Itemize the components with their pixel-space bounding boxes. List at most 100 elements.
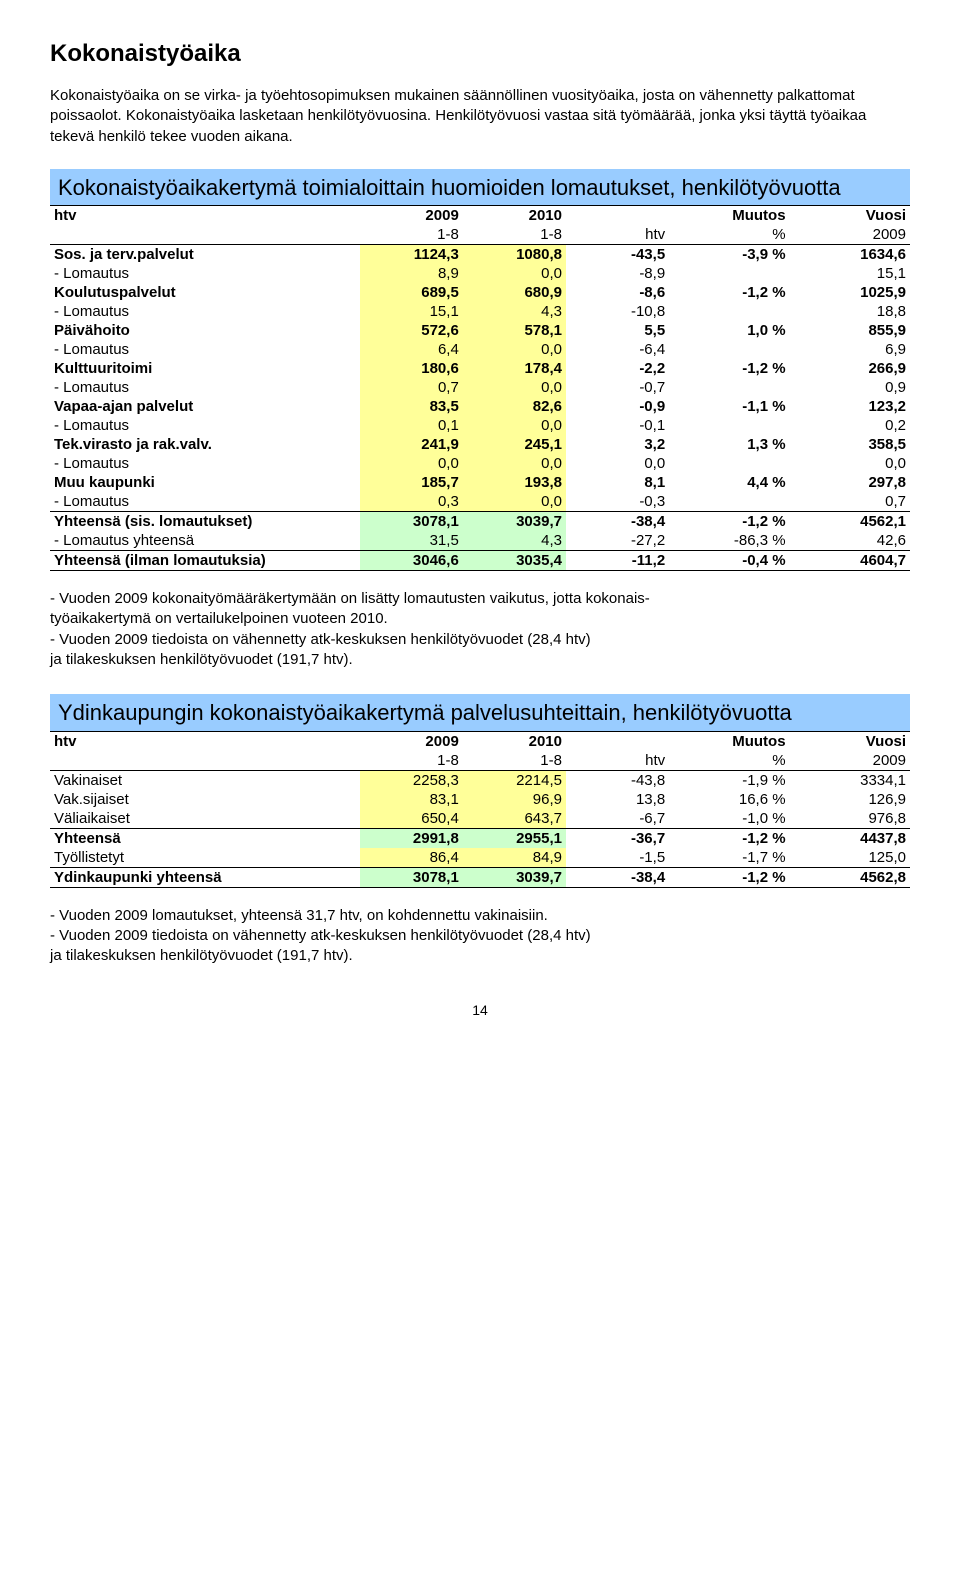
- cell: [669, 302, 789, 321]
- hdr-cell: [50, 751, 360, 771]
- cell: 976,8: [790, 809, 910, 829]
- cell: 3,2: [566, 435, 669, 454]
- cell: 680,9: [463, 283, 566, 302]
- cell: [669, 340, 789, 359]
- cell: Vak.sijaiset: [50, 790, 360, 809]
- cell: 8,9: [360, 264, 463, 283]
- cell: - Lomautus: [50, 340, 360, 359]
- cell: Kulttuuritoimi: [50, 359, 360, 378]
- table-row: - Lomautus15,14,3-10,818,8: [50, 302, 910, 321]
- cell: 6,9: [790, 340, 910, 359]
- table-row: - Lomautus6,40,0-6,46,9: [50, 340, 910, 359]
- cell: Väliaikaiset: [50, 809, 360, 829]
- cell: -1,2 %: [669, 283, 789, 302]
- cell: 3078,1: [360, 512, 463, 532]
- cell: 126,9: [790, 790, 910, 809]
- cell: 8,1: [566, 473, 669, 492]
- hdr-cell: 2010: [463, 731, 566, 751]
- cell: Koulutuspalvelut: [50, 283, 360, 302]
- cell: - Lomautus: [50, 454, 360, 473]
- cell: -0,3: [566, 492, 669, 512]
- hdr-cell: Muutos: [566, 206, 790, 226]
- cell: 1124,3: [360, 245, 463, 265]
- cell: 1634,6: [790, 245, 910, 265]
- cell: -8,9: [566, 264, 669, 283]
- cell: -86,3 %: [669, 531, 789, 551]
- cell: 3334,1: [790, 770, 910, 790]
- cell: -0,4 %: [669, 551, 789, 571]
- table2-subtotal: Yhteensä 2991,8 2955,1 -36,7 -1,2 % 4437…: [50, 828, 910, 848]
- table1-total-sis: Yhteensä (sis. lomautukset) 3078,1 3039,…: [50, 512, 910, 532]
- page-number: 14: [50, 1002, 910, 1018]
- cell: -1,9 %: [669, 770, 789, 790]
- cell: 4,3: [463, 302, 566, 321]
- cell: -8,6: [566, 283, 669, 302]
- cell: -11,2: [566, 551, 669, 571]
- hdr-cell: htv: [50, 206, 360, 226]
- table-row: Koulutuspalvelut689,5680,9-8,6-1,2 %1025…: [50, 283, 910, 302]
- cell: 0,0: [463, 264, 566, 283]
- table-row: Vak.sijaiset83,196,913,816,6 %126,9: [50, 790, 910, 809]
- cell: -1,2 %: [669, 359, 789, 378]
- hdr-cell: 1-8: [360, 225, 463, 245]
- hdr-cell: 1-8: [360, 751, 463, 771]
- cell: 0,3: [360, 492, 463, 512]
- cell: 82,6: [463, 397, 566, 416]
- hdr-cell: %: [669, 751, 789, 771]
- table-row: Väliaikaiset650,4643,7-6,7-1,0 %976,8: [50, 809, 910, 829]
- cell: 643,7: [463, 809, 566, 829]
- cell: -1,7 %: [669, 848, 789, 868]
- cell: -6,4: [566, 340, 669, 359]
- cell: -1,0 %: [669, 809, 789, 829]
- cell: 572,6: [360, 321, 463, 340]
- cell: 1025,9: [790, 283, 910, 302]
- cell: 245,1: [463, 435, 566, 454]
- cell: 297,8: [790, 473, 910, 492]
- cell: - Lomautus: [50, 378, 360, 397]
- cell: -27,2: [566, 531, 669, 551]
- hdr-cell: htv: [566, 225, 669, 245]
- cell: 0,0: [463, 454, 566, 473]
- table-row: - Lomautus0,70,0-0,70,9: [50, 378, 910, 397]
- cell: 15,1: [360, 302, 463, 321]
- cell: -1,1 %: [669, 397, 789, 416]
- cell: 42,6: [790, 531, 910, 551]
- hdr-cell: %: [669, 225, 789, 245]
- cell: 0,0: [790, 454, 910, 473]
- cell: 3035,4: [463, 551, 566, 571]
- hdr-cell: htv: [566, 751, 669, 771]
- cell: 0,9: [790, 378, 910, 397]
- cell: 185,7: [360, 473, 463, 492]
- notes2: - Vuoden 2009 lomautukset, yhteensä 31,7…: [50, 906, 910, 967]
- table-row: - Lomautus0,10,0-0,10,2: [50, 416, 910, 435]
- table2-tyollistetyt: Työllistetyt 86,4 84,9 -1,5 -1,7 % 125,0: [50, 848, 910, 868]
- cell: 83,5: [360, 397, 463, 416]
- cell: 84,9: [463, 848, 566, 868]
- table1-total-ilman: Yhteensä (ilman lomautuksia) 3046,6 3035…: [50, 551, 910, 571]
- cell: 3078,1: [360, 867, 463, 887]
- cell: Muu kaupunki: [50, 473, 360, 492]
- cell: 855,9: [790, 321, 910, 340]
- cell: - Lomautus: [50, 416, 360, 435]
- cell: 0,0: [463, 492, 566, 512]
- cell: 650,4: [360, 809, 463, 829]
- cell: 266,9: [790, 359, 910, 378]
- cell: 4562,8: [790, 867, 910, 887]
- table-row: Sos. ja terv.palvelut1124,31080,8-43,5-3…: [50, 245, 910, 265]
- cell: 0,7: [360, 378, 463, 397]
- cell: -10,8: [566, 302, 669, 321]
- cell: -1,5: [566, 848, 669, 868]
- cell: [669, 378, 789, 397]
- cell: Yhteensä (sis. lomautukset): [50, 512, 360, 532]
- table-row: Tek.virasto ja rak.valv.241,9245,13,21,3…: [50, 435, 910, 454]
- cell: -38,4: [566, 512, 669, 532]
- hdr-cell: Muutos: [566, 731, 790, 751]
- hdr-cell: Vuosi: [790, 731, 910, 751]
- cell: - Lomautus yhteensä: [50, 531, 360, 551]
- cell: 0,1: [360, 416, 463, 435]
- cell: 5,5: [566, 321, 669, 340]
- table1: htv 2009 2010 Muutos Vuosi 1-8 1-8 htv %…: [50, 205, 910, 571]
- cell: -3,9 %: [669, 245, 789, 265]
- hdr-cell: 2009: [360, 731, 463, 751]
- cell: -36,7: [566, 828, 669, 848]
